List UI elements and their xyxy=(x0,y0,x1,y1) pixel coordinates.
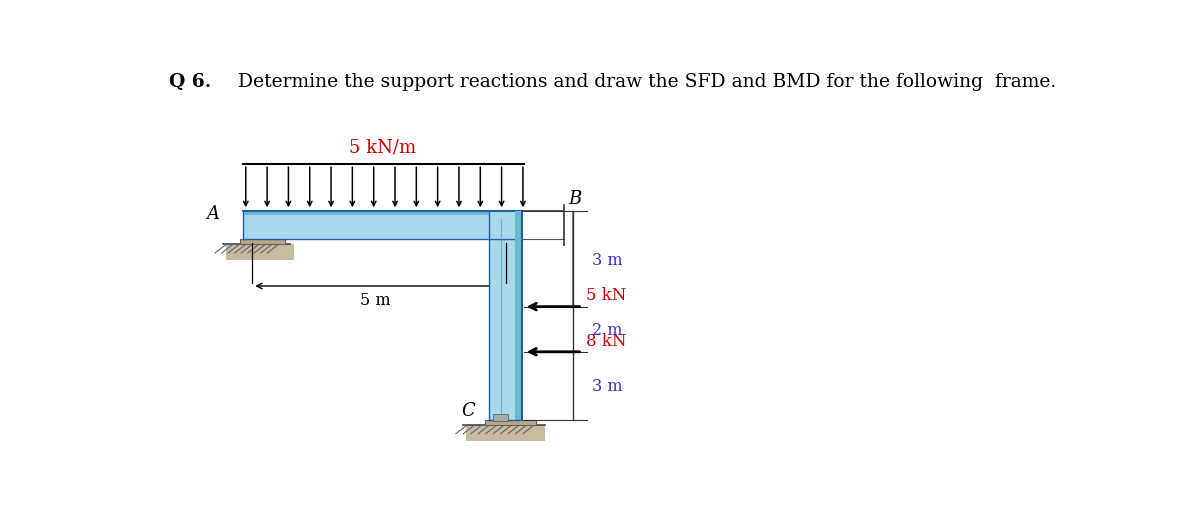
Bar xyxy=(242,212,522,216)
Text: 3 m: 3 m xyxy=(592,377,623,394)
Text: A: A xyxy=(206,205,220,223)
Text: B: B xyxy=(569,189,582,207)
Bar xyxy=(493,414,508,421)
Bar xyxy=(485,420,536,425)
Text: 2 m: 2 m xyxy=(592,321,623,338)
Text: Q 6.: Q 6. xyxy=(168,73,211,91)
Text: 5 m: 5 m xyxy=(360,291,391,308)
Bar xyxy=(240,239,284,245)
Bar xyxy=(242,212,522,239)
Bar xyxy=(516,212,522,420)
Bar xyxy=(490,212,522,420)
Text: Determine the support reactions and draw the SFD and BMD for the following  fram: Determine the support reactions and draw… xyxy=(239,73,1056,91)
Bar xyxy=(466,425,545,441)
Text: C: C xyxy=(462,401,475,419)
Text: 5 kN: 5 kN xyxy=(586,287,626,304)
Text: 8 kN: 8 kN xyxy=(586,332,626,349)
Bar xyxy=(227,245,294,261)
Text: 5 kN/m: 5 kN/m xyxy=(349,138,416,156)
Text: 3 m: 3 m xyxy=(592,251,623,268)
